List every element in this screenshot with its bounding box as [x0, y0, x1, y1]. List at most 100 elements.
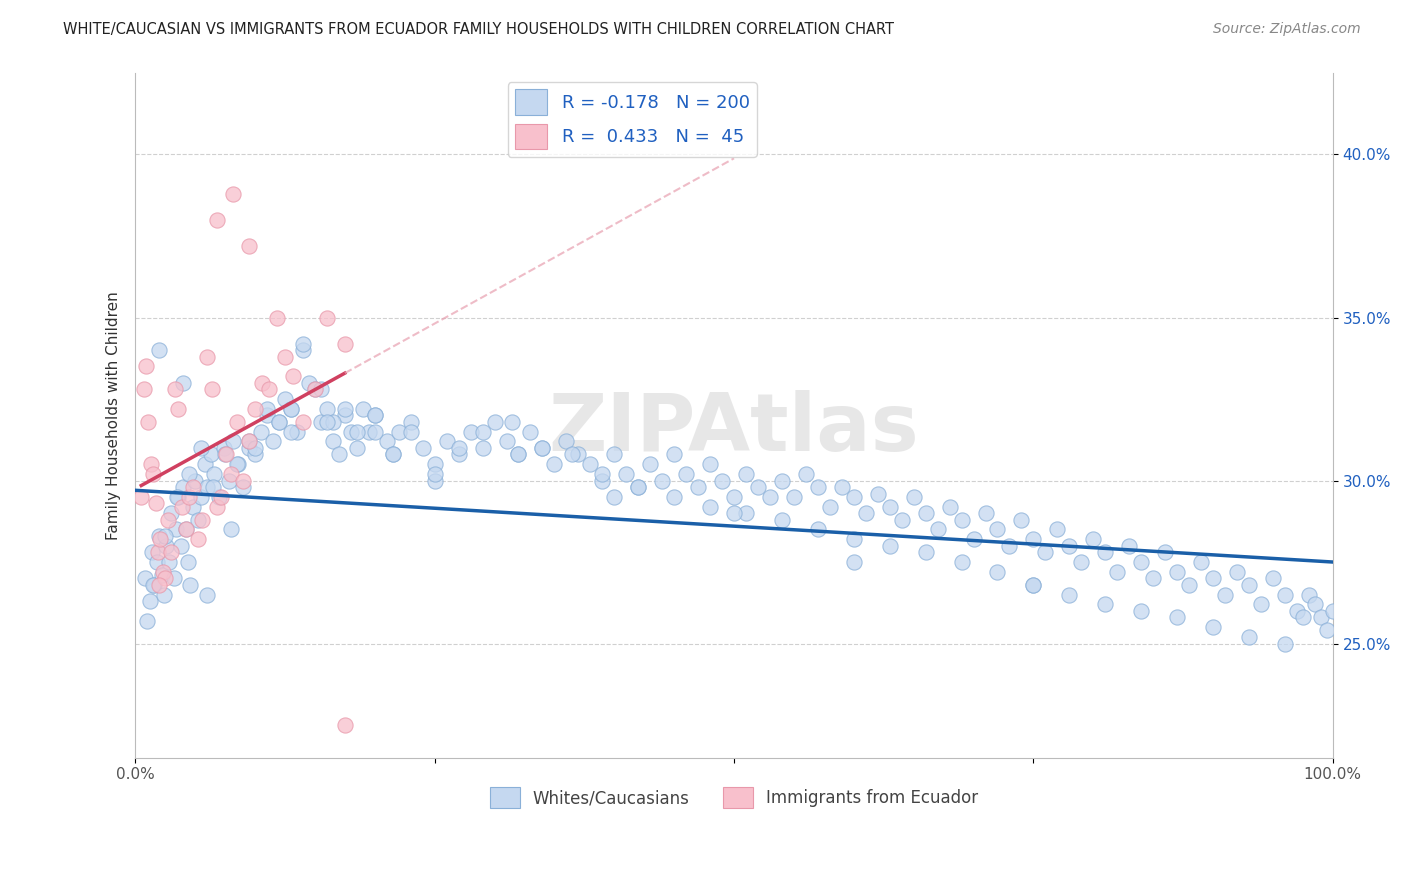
Point [423, 474, 446, 488]
Point [399, 415, 422, 429]
Point [250, 376, 273, 390]
Point [149, 532, 172, 546]
Point [152, 565, 174, 579]
Point [879, 500, 901, 514]
Point [950, 555, 973, 569]
Point [262, 434, 284, 449]
Point [986, 523, 1008, 537]
Point [200, 447, 222, 461]
Point [471, 441, 494, 455]
Point [315, 310, 337, 325]
Point [1285, 604, 1308, 618]
Point [1118, 539, 1140, 553]
Point [238, 441, 260, 455]
Point [662, 490, 685, 504]
Point [627, 480, 650, 494]
Point [1322, 604, 1344, 618]
Point [531, 441, 554, 455]
Point [157, 555, 180, 569]
Point [280, 425, 302, 439]
Point [304, 382, 326, 396]
Y-axis label: Family Households with Children: Family Households with Children [107, 291, 121, 540]
Point [998, 539, 1021, 553]
Point [794, 467, 817, 481]
Point [146, 555, 169, 569]
Point [1298, 588, 1320, 602]
Point [160, 506, 183, 520]
Point [1094, 545, 1116, 559]
Point [531, 441, 554, 455]
Point [333, 409, 356, 423]
Point [190, 490, 212, 504]
Point [333, 401, 356, 416]
Point [770, 513, 793, 527]
Point [291, 336, 314, 351]
Point [333, 336, 356, 351]
Point [842, 532, 865, 546]
Text: Source: ZipAtlas.com: Source: ZipAtlas.com [1213, 22, 1361, 37]
Point [759, 490, 782, 504]
Point [179, 467, 201, 481]
Point [141, 545, 163, 559]
Point [352, 401, 374, 416]
Point [495, 434, 517, 449]
Point [1202, 620, 1225, 634]
Point [274, 392, 297, 406]
Point [591, 474, 613, 488]
Point [807, 523, 830, 537]
Point [205, 500, 228, 514]
Point [146, 545, 169, 559]
Point [309, 415, 332, 429]
Text: ZIPAtlas: ZIPAtlas [548, 390, 920, 468]
Point [309, 382, 332, 396]
Point [388, 425, 411, 439]
Point [267, 415, 290, 429]
Point [974, 506, 997, 520]
Point [187, 513, 209, 527]
Point [346, 441, 368, 455]
Point [174, 523, 197, 537]
Point [938, 500, 960, 514]
Point [172, 480, 194, 494]
Point [502, 415, 524, 429]
Point [770, 474, 793, 488]
Point [914, 545, 936, 559]
Point [219, 523, 242, 537]
Point [184, 474, 207, 488]
Point [675, 467, 697, 481]
Point [179, 490, 201, 504]
Point [927, 523, 949, 537]
Point [328, 447, 350, 461]
Point [226, 457, 249, 471]
Point [1166, 565, 1188, 579]
Point [315, 415, 337, 429]
Point [1274, 588, 1296, 602]
Point [412, 441, 434, 455]
Point [134, 571, 156, 585]
Point [357, 425, 380, 439]
Point [735, 467, 758, 481]
Point [202, 467, 225, 481]
Point [155, 571, 177, 585]
Point [215, 447, 238, 461]
Point [662, 447, 685, 461]
Point [807, 480, 830, 494]
Point [243, 401, 266, 416]
Point [579, 457, 602, 471]
Point [1202, 571, 1225, 585]
Point [322, 434, 344, 449]
Point [232, 474, 254, 488]
Point [187, 532, 209, 546]
Point [142, 578, 165, 592]
Point [155, 539, 177, 553]
Point [1178, 578, 1201, 592]
Point [831, 480, 853, 494]
Point [170, 500, 193, 514]
Point [170, 539, 193, 553]
Point [484, 415, 506, 429]
Point [1022, 578, 1045, 592]
Point [638, 457, 661, 471]
Point [1070, 555, 1092, 569]
Point [148, 529, 170, 543]
Point [436, 434, 458, 449]
